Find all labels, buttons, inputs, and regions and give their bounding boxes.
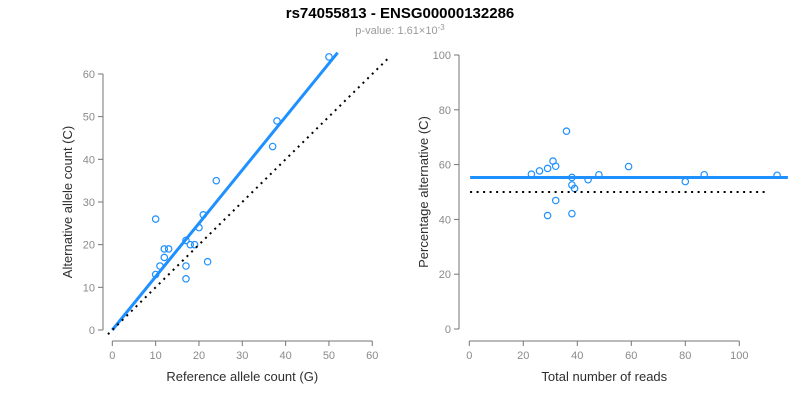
data-point (151, 215, 160, 223)
data-point (325, 53, 333, 61)
data-point (186, 240, 195, 249)
y-tick-label: 10 (83, 282, 95, 294)
y-axis-title: Percentage alternative (C) (416, 116, 431, 268)
y-tick-label: 0 (89, 325, 95, 337)
y-tick-label: 20 (83, 240, 95, 252)
y-tick-label: 40 (439, 214, 451, 226)
scatter-allele-counts-panel: 0 10 20 30 40 50 60 0 10 20 30 40 50 60 Reference alle… (60, 51, 389, 384)
data-point (551, 196, 560, 205)
data-point (681, 177, 690, 186)
data-point (535, 167, 544, 175)
x-tick-label: 30 (236, 350, 248, 362)
data-point (273, 117, 281, 125)
x-tick-label: 60 (366, 350, 378, 362)
data-point (562, 127, 571, 135)
x-tick-label: 40 (571, 350, 583, 362)
identity-line (107, 58, 389, 335)
x-tick-label: 80 (679, 350, 691, 362)
x-tick-label: 10 (150, 350, 162, 362)
p-value-subtitle: p-value: 1.61×10-3 (355, 23, 445, 37)
regression-line (111, 51, 339, 331)
data-point (568, 209, 576, 218)
data-point (268, 142, 277, 151)
data-point (543, 164, 552, 173)
data-point (543, 211, 552, 220)
x-tick-label: 50 (323, 350, 335, 362)
y-tick-label: 50 (83, 112, 95, 124)
data-point (212, 176, 221, 185)
x-axis-title: Total number of reads (541, 369, 667, 384)
x-tick-label: 20 (517, 350, 529, 362)
scatter-percentage-reads-panel: 0 20 40 60 80 100 0 20 40 60 80 100 Total number of … (416, 50, 788, 384)
data-point (160, 245, 169, 253)
x-tick-label: 0 (109, 350, 115, 362)
x-tick-label: 20 (193, 350, 205, 362)
y-tick-label: 20 (439, 269, 451, 281)
p-value-exponent: -3 (438, 23, 446, 32)
x-tick-label: 100 (730, 350, 748, 362)
data-point (551, 162, 560, 171)
y-tick-label: 60 (83, 69, 95, 81)
data-point (190, 240, 199, 249)
p-value-text: p-value: 1.61×10 (355, 25, 437, 37)
y-tick-label: 0 (445, 324, 451, 336)
y-tick-label: 60 (439, 160, 451, 172)
y-tick-label: 100 (433, 50, 451, 62)
data-point (203, 257, 212, 266)
data-point (182, 262, 190, 270)
data-point (624, 162, 633, 171)
y-axis-title: Alternative allele count (C) (60, 126, 75, 278)
page-title: rs74055813 - ENSG00000132286 (286, 5, 515, 22)
data-point (160, 253, 169, 262)
x-axis-title: Reference allele count (G) (166, 369, 318, 384)
x-tick-label: 0 (466, 350, 472, 362)
y-tick-label: 80 (439, 105, 451, 117)
x-tick-label: 60 (625, 350, 637, 362)
y-tick-label: 30 (83, 197, 95, 209)
data-point (182, 274, 190, 283)
data-point (164, 245, 173, 253)
y-tick-label: 40 (83, 154, 95, 166)
x-tick-label: 40 (279, 350, 291, 362)
